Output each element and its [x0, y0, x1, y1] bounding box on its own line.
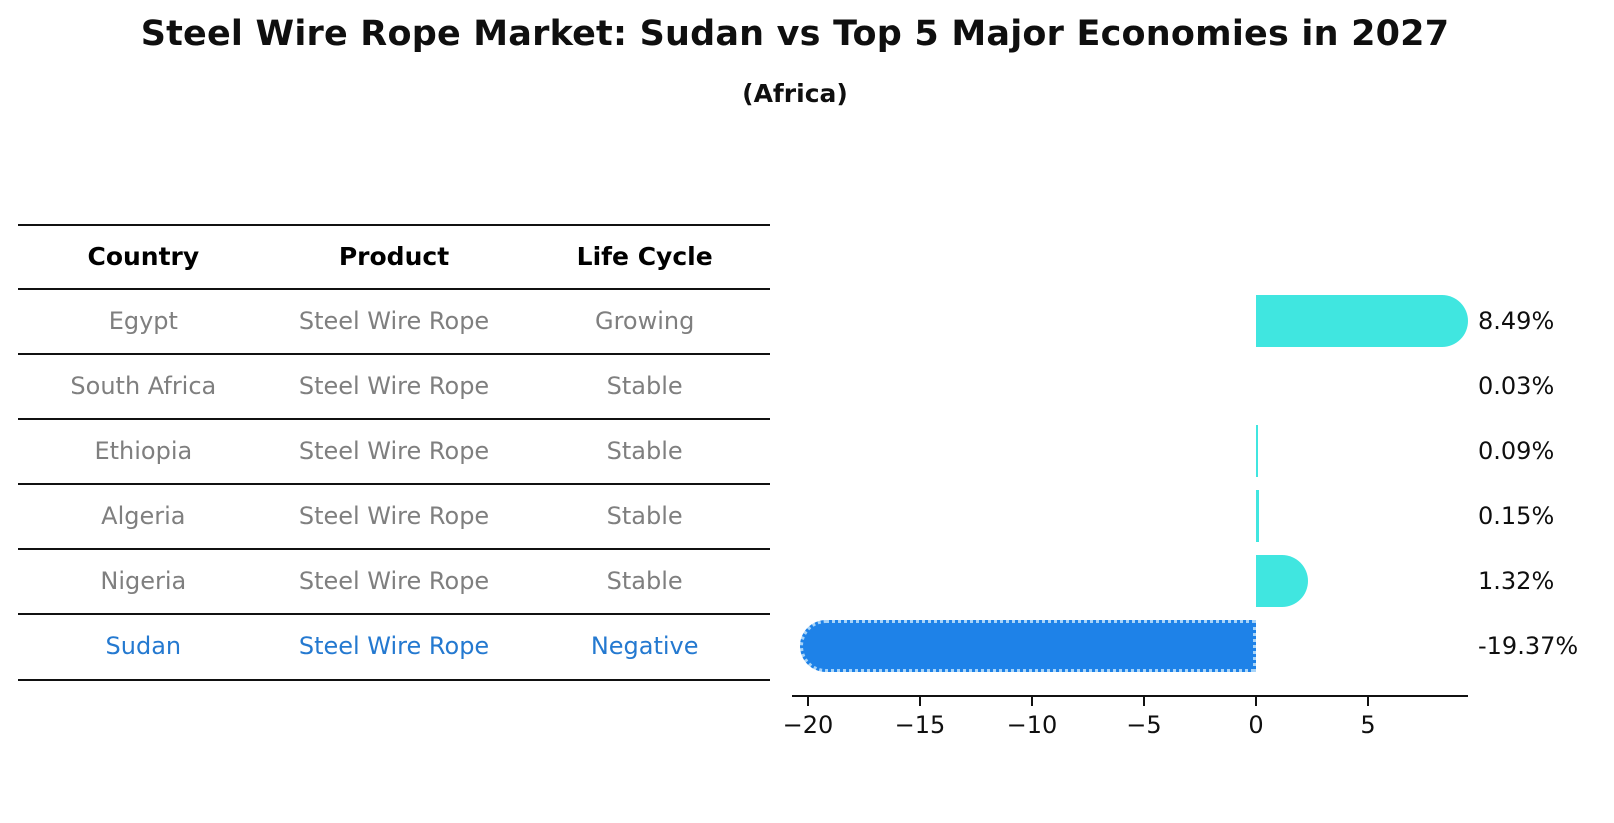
table-rule-line: [18, 679, 770, 681]
table-rule-line: [18, 613, 770, 615]
page-title: Steel Wire Rope Market: Sudan vs Top 5 M…: [140, 14, 1450, 54]
table-rule-line: [18, 224, 770, 226]
table-rule-line: [18, 418, 770, 420]
x-axis-line: [792, 695, 1468, 697]
table-cell-country: South Africa: [70, 371, 217, 400]
table-row: Egypt Steel Wire Rope Growing: [18, 291, 770, 351]
x-tick: [807, 695, 809, 706]
x-tick: [1031, 695, 1033, 706]
table-cell-product: Steel Wire Rope: [298, 632, 490, 660]
x-tick-label: −15: [894, 711, 946, 739]
value-label: -19.37%: [1478, 632, 1579, 660]
x-tick: [1255, 695, 1257, 706]
value-label: 0.09%: [1478, 436, 1555, 465]
x-tick-label: −10: [1006, 711, 1058, 739]
table-row: Ethiopia Steel Wire Rope Stable: [18, 421, 770, 481]
table-cell-life-cycle: Growing: [594, 306, 695, 335]
table-cell-country: Egypt: [108, 306, 178, 335]
table-cell-product: Steel Wire Rope: [298, 566, 490, 595]
value-label: 8.49%: [1478, 306, 1555, 335]
table-row: South Africa Steel Wire Rope Stable: [18, 356, 770, 416]
x-tick-label: 5: [1360, 711, 1376, 739]
x-tick: [919, 695, 921, 706]
bar-highlight-sudan: [800, 620, 1256, 672]
table-cell-life-cycle: Stable: [606, 371, 683, 400]
table-cell-life-cycle: Stable: [606, 436, 683, 465]
table-cell-product: Steel Wire Rope: [298, 501, 490, 530]
table-rule-line: [18, 483, 770, 485]
bar-ethiopia: [1256, 424, 1259, 477]
x-tick: [1143, 695, 1145, 706]
table-rule-line: [18, 548, 770, 550]
value-label: 1.32%: [1478, 566, 1555, 595]
x-tick: [1367, 695, 1369, 706]
bar-nigeria: [1256, 554, 1308, 607]
table-cell-country: Sudan: [105, 632, 182, 660]
table-row: Algeria Steel Wire Rope Stable: [18, 486, 770, 546]
table-cell-country: Nigeria: [100, 566, 187, 595]
table-cell-country: Ethiopia: [94, 436, 193, 465]
table-row: Sudan Steel Wire Rope Negative: [18, 616, 770, 676]
table-cell-life-cycle: Stable: [606, 566, 683, 595]
value-label: 0.15%: [1478, 501, 1555, 530]
table-header-country: Country: [87, 241, 200, 271]
table-rule-line: [18, 353, 770, 355]
x-tick-label: 0: [1248, 711, 1264, 739]
table-cell-country: Algeria: [101, 501, 186, 530]
bar-algeria: [1256, 489, 1260, 542]
page-subtitle: (Africa): [742, 79, 848, 108]
table-row: Nigeria Steel Wire Rope Stable: [18, 551, 770, 611]
table-header-row: Country Product Life Cycle: [18, 226, 770, 286]
x-tick-label: −5: [1126, 711, 1162, 739]
table-header-life-cycle: Life Cycle: [576, 241, 713, 271]
bar-egypt: [1256, 294, 1469, 347]
table-rule-line: [18, 288, 770, 290]
table-cell-life-cycle: Negative: [590, 632, 699, 660]
table-cell-product: Steel Wire Rope: [298, 371, 490, 400]
x-tick-label: −20: [782, 711, 834, 739]
table-cell-product: Steel Wire Rope: [298, 306, 490, 335]
value-label: 0.03%: [1478, 371, 1555, 400]
table-cell-life-cycle: Stable: [606, 501, 683, 530]
table-header-product: Product: [338, 241, 450, 271]
table-cell-product: Steel Wire Rope: [298, 436, 490, 465]
